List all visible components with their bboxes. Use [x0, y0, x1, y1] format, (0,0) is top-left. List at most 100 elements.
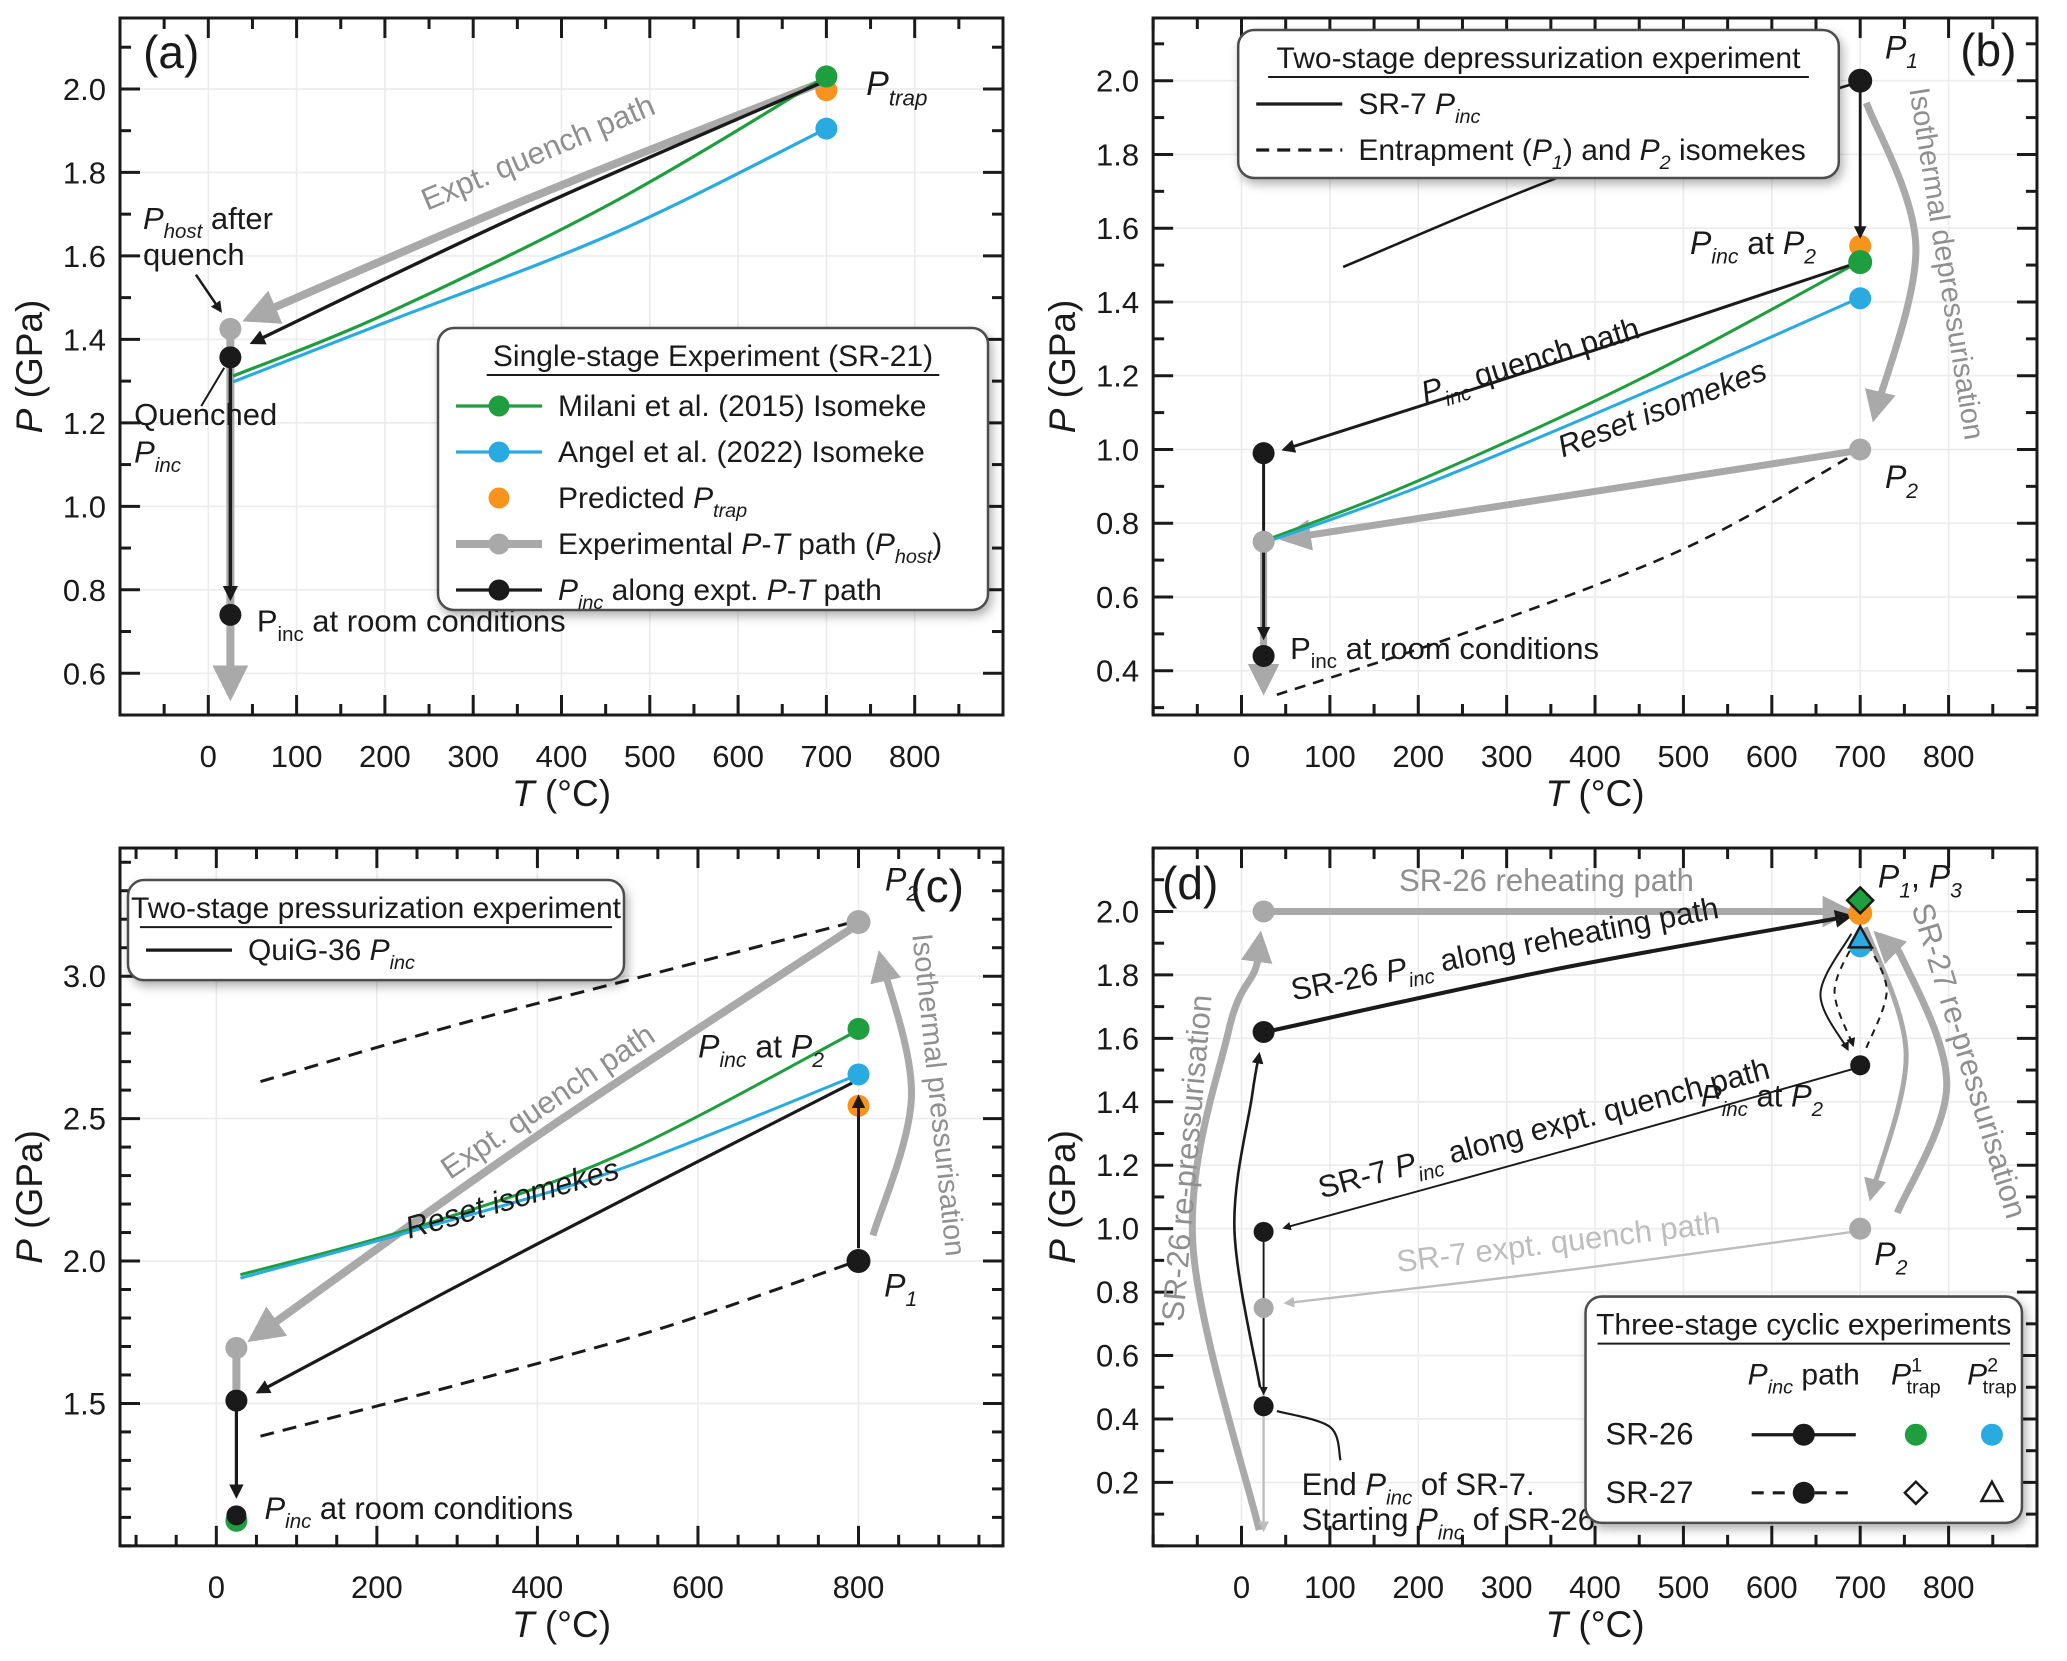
annotation: P1, P3 [1878, 859, 1962, 903]
x-tick-label: 700 [801, 739, 853, 774]
sr26-pinc-reheating [1264, 909, 1854, 1034]
point-circle [219, 346, 242, 369]
y-axis-title: P (GPa) [1041, 1130, 1083, 1264]
legend-title: Three-stage cyclic experiments [1596, 1309, 2011, 1342]
p2-isomeke-dashed [1276, 453, 1854, 696]
point-circle [1253, 1396, 1274, 1417]
phost-annotation-arrow [194, 273, 222, 313]
annotation: Reset isomekes [401, 1151, 623, 1245]
y-tick-label: 0.4 [1096, 1402, 1139, 1437]
y-tick-label: 1.2 [1096, 1148, 1139, 1183]
isothermal-depressurisation [1863, 926, 1909, 1202]
legend-row-label: SR-26 [1606, 1417, 1694, 1452]
x-tick-label: 600 [1746, 1570, 1798, 1605]
point-circle [846, 910, 871, 935]
sr26-pinc-repressurisation [1233, 1051, 1264, 1388]
x-tick-label: 200 [351, 1570, 403, 1605]
pinc-quench-path [249, 79, 828, 345]
series [1247, 81, 1920, 696]
y-tick-label: 2.0 [63, 72, 106, 107]
y-tick-label: 1.0 [1096, 432, 1139, 467]
y-tick-label: 1.6 [1096, 211, 1139, 246]
legend-entry-label: Milani et al. (2015) Isomeke [558, 390, 927, 423]
sr27-pinc-up-dashed [1865, 941, 1888, 1049]
annotation: SR-26 reheating path [1399, 863, 1694, 898]
point-circle [1849, 1217, 1872, 1240]
quenched-annotation-line [200, 367, 226, 407]
y-axis-title: P (GPa) [8, 1130, 50, 1264]
y-tick-label: 1.2 [1096, 359, 1139, 394]
point-circle [1980, 1423, 2003, 1446]
x-tick-label: 700 [1834, 739, 1886, 774]
annotation: (b) [1960, 24, 2016, 76]
sr26-repressurisation [1188, 930, 1273, 1531]
pinc-quench-path [1281, 261, 1857, 453]
x-tick-label: 200 [1392, 739, 1444, 774]
x-tick-label: 500 [1658, 739, 1710, 774]
y-tick-label: 1.4 [63, 322, 106, 357]
x-tick-label: 400 [536, 739, 588, 774]
y-tick-label: 0.8 [1096, 1275, 1139, 1310]
p1-isomeke-dashed [260, 1262, 850, 1438]
x-tick-label: 300 [447, 739, 499, 774]
x-tick-label: 0 [208, 1570, 225, 1605]
panel-b-chart: 0 100 200 300 400 500 600 700 800 0.4 0.6 0.8 1.0 1.2… [1042, 16, 2039, 814]
legend: Two-stage pressurization experiment QuiG-… [126, 878, 626, 982]
y-tick-label: 0.6 [1096, 580, 1139, 615]
point-circle [1252, 900, 1275, 923]
y-tick-label: 2.0 [1096, 894, 1139, 929]
p2-isomeke-dashed [260, 922, 848, 1084]
legend-entry-label: Entrapment (P1) and P2 isomekes [1358, 134, 1805, 174]
x-tick-label: 100 [1304, 1570, 1356, 1605]
isothermal-depressurisation [1863, 101, 1920, 423]
point-circle [846, 1249, 871, 1274]
legend-row-label: SR-27 [1606, 1475, 1694, 1510]
annotation: SR-7 Pinc along expt. quench path [1314, 1051, 1775, 1212]
points [225, 910, 871, 1532]
x-tick-label: 0 [1233, 1570, 1250, 1605]
points [219, 65, 838, 626]
reset-isomeke-green [1269, 260, 1860, 541]
x-tick-label: 300 [1481, 739, 1533, 774]
quig-quench-path [255, 1081, 853, 1394]
y-tick-label: 0.8 [1096, 506, 1139, 541]
panel-c-chart: 0 200 400 600 800 1.5 2.0 2.5 3.0 T (°C) P (GPa) (c… [8, 846, 1005, 1645]
annotation: P2 [885, 862, 918, 906]
legend: Two-stage depressurization experiment SR-… [1236, 28, 1841, 180]
axes: 0 100 200 300 400 500 600 700 800 0.6 0.8 1.0 1.2 1.4… [9, 16, 1005, 814]
x-tick-label: 500 [624, 739, 676, 774]
annotation: Pinc at room conditions [1290, 631, 1599, 673]
point-circle [225, 1336, 248, 1359]
legend-title: Two-stage pressurization experiment [131, 892, 622, 925]
legend-entry-label: SR-7 Pinc [1358, 88, 1480, 128]
sr7-expt-quench-path [1283, 1230, 1854, 1308]
reset-isomeke-blue [1269, 296, 1860, 543]
y-tick-label: 1.6 [1096, 1021, 1139, 1056]
x-axis-title: T (°C) [512, 1603, 611, 1645]
x-axis-title: T (°C) [512, 773, 611, 814]
sr27-pinc-down-dashed [1833, 938, 1857, 1048]
annotation: Quenched [134, 397, 277, 432]
annotation: Pinc quench path [1417, 310, 1646, 417]
expt-quench-path [247, 925, 853, 1343]
axes: 0 100 200 300 400 500 600 700 800 0.2 0.4 0.6 0.8 1.0… [1041, 846, 2039, 1645]
annotation: Expt. quench path [434, 1017, 661, 1186]
y-tick-label: 1.8 [63, 155, 106, 190]
legend-entry-label: Pinc along expt. P-T path [558, 574, 882, 614]
y-tick-label: 3.0 [63, 959, 106, 994]
series [229, 922, 916, 1499]
gridlines [1153, 18, 2037, 715]
point-diamond [1845, 885, 1875, 916]
annotation: P1 [1885, 30, 1918, 74]
expt-quench-path [242, 76, 828, 324]
x-tick-label: 200 [359, 739, 411, 774]
x-tick-label: 400 [512, 1570, 564, 1605]
x-tick-label: 700 [1834, 1570, 1886, 1605]
point-circle [1850, 1055, 1871, 1076]
y-tick-label: 1.5 [63, 1386, 106, 1421]
host-quench-path [1279, 447, 1854, 551]
y-tick-label: 1.8 [1096, 958, 1139, 993]
annotation: Isothermal pressurisation [905, 932, 971, 1258]
sr27-repressurisation [1873, 930, 1951, 1215]
annotation: Starting Pinc of SR-26 [1302, 1502, 1595, 1544]
